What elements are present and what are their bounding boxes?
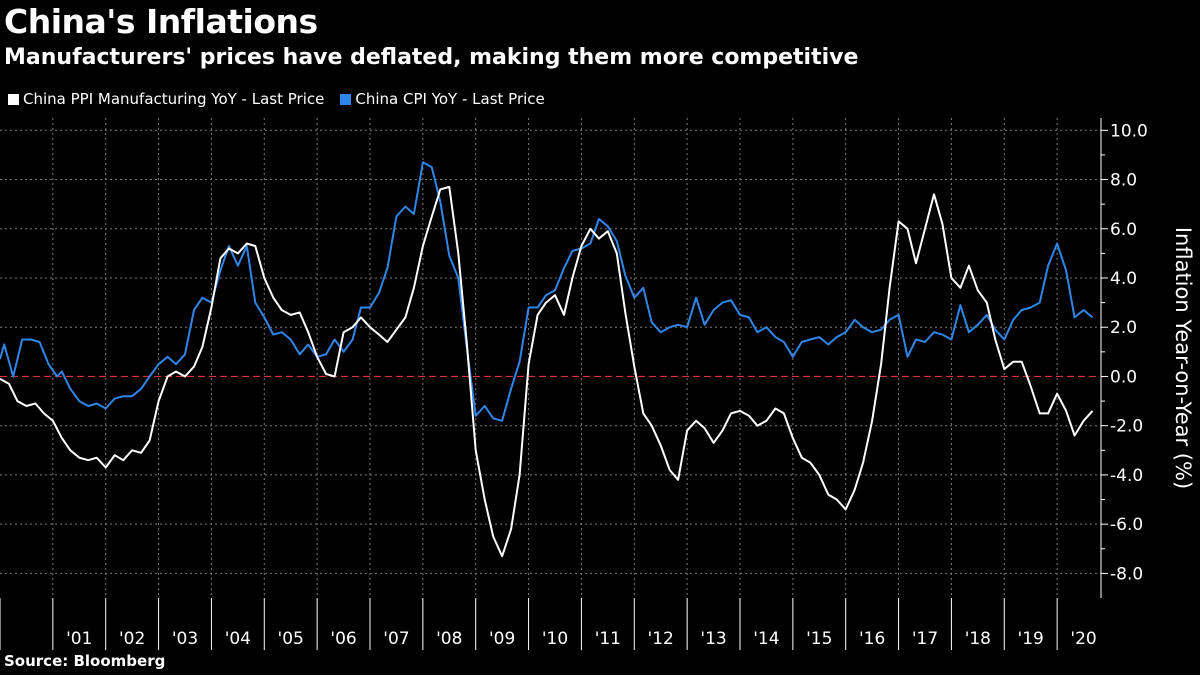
x-tick-label: '06 [330,629,356,649]
y-tick-label: -4.0 [1110,466,1143,486]
x-tick-label: '17 [912,629,938,649]
x-tick-label: '20 [1070,629,1096,649]
x-tick-label: '02 [119,629,145,649]
x-tick-label: '08 [436,629,462,649]
series-line-ppi [0,185,1094,558]
x-tick-label: '12 [648,629,674,649]
x-tick-label: '13 [700,629,726,649]
chart-title: China's Inflations [4,2,318,41]
x-tick-label: '07 [383,629,409,649]
legend-label-cpi: China CPI YoY - Last Price [355,90,545,108]
y-tick-label: 4.0 [1110,269,1137,289]
x-tick-label: '09 [489,629,515,649]
y-tick-label: 2.0 [1110,318,1137,338]
y-tick-label: -2.0 [1110,417,1143,437]
legend-swatch-cpi [340,93,352,105]
source-note: Source: Bloomberg [4,652,166,670]
x-tick-label: '18 [965,629,991,649]
y-tick-label: -8.0 [1110,564,1143,584]
legend-item-ppi: China PPI Manufacturing YoY - Last Price [8,90,324,108]
y-tick-label: -6.0 [1110,515,1143,535]
legend: China PPI Manufacturing YoY - Last Price… [8,90,561,108]
x-tick-label: '14 [753,629,779,649]
y-tick-label: 10.0 [1110,121,1148,141]
series-line-cpi [0,161,1094,422]
x-tick-label: '04 [225,629,251,649]
chart-subtitle: Manufacturers' prices have deflated, mak… [4,45,859,70]
legend-swatch-ppi [8,93,19,105]
y-tick-label: 8.0 [1110,171,1137,191]
y-tick-label: 6.0 [1110,220,1137,240]
x-tick-label: '11 [595,629,621,649]
legend-label-ppi: China PPI Manufacturing YoY - Last Price [23,90,325,108]
legend-item-cpi: China CPI YoY - Last Price [340,90,545,108]
y-tick-label: 0.0 [1110,367,1137,387]
x-tick-label: '16 [859,629,885,649]
x-tick-label: '03 [172,629,198,649]
y-axis-label: Inflation Year-on-Year (%) [1171,227,1195,489]
x-tick-label: '10 [542,629,568,649]
x-tick-label: '15 [806,629,832,649]
x-tick-label: '01 [66,629,92,649]
x-tick-label: '19 [1018,629,1044,649]
x-tick-label: '05 [278,629,304,649]
